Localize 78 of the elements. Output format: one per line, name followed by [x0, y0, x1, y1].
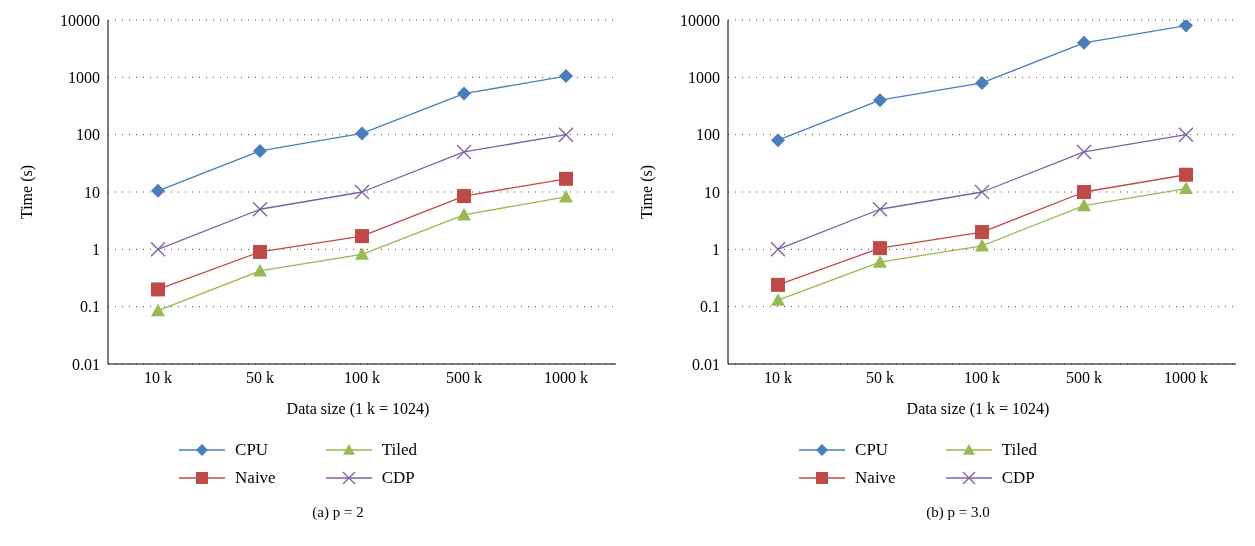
point [1178, 127, 1194, 143]
y-tick-label: 0.1 [700, 298, 720, 316]
legend-label: CDP [1001, 468, 1035, 488]
point [558, 127, 574, 143]
x-tick-label: 100 k [344, 369, 380, 387]
x-axis-title: Data size (1 k = 1024) [286, 400, 430, 418]
point [150, 241, 166, 257]
y-tick-label: 100 [76, 126, 100, 144]
point [355, 247, 369, 260]
point [873, 241, 887, 256]
point [253, 244, 267, 259]
x-tick-label: 10 k [764, 369, 792, 387]
point [456, 144, 472, 160]
legend-label: CPU [235, 440, 269, 460]
point [873, 255, 887, 268]
point [1076, 144, 1092, 160]
y-tick-label: 10 [704, 183, 720, 201]
point [873, 93, 887, 108]
point [975, 225, 989, 240]
point [770, 241, 786, 257]
point [974, 184, 990, 200]
y-axis-title: Time (s) [17, 164, 36, 220]
y-tick-label: 1 [92, 241, 100, 259]
x-axis-title: Data size (1 k = 1024) [906, 400, 1050, 418]
point [975, 238, 989, 252]
point [252, 201, 268, 217]
x-tick-label: 1000 k [1164, 369, 1208, 387]
y-tick-label: 1000 [688, 69, 720, 87]
point [457, 189, 471, 204]
y-tick-label: 1000 [68, 69, 100, 87]
x-tick-label: 500 k [446, 369, 482, 387]
point [253, 143, 267, 158]
y-tick-label: 10000 [680, 11, 720, 29]
point [457, 86, 471, 101]
point [355, 229, 369, 244]
point [771, 277, 785, 292]
point [151, 303, 165, 317]
x-tick-label: 1000 k [544, 369, 588, 387]
y-tick-label: 10000 [60, 11, 100, 29]
x-tick-label: 50 k [866, 369, 894, 387]
text: (b) p = 3.0 [926, 504, 990, 521]
point [559, 171, 573, 186]
point [1077, 185, 1091, 199]
legend-label: Naive [855, 468, 896, 488]
point [1077, 35, 1091, 50]
point [1179, 167, 1193, 182]
text: (a) p = 2 [312, 504, 364, 521]
y-tick-label: 0.01 [692, 355, 720, 373]
legend-label: Naive [235, 468, 276, 488]
point [151, 183, 165, 198]
legend-label: CDP [381, 468, 415, 488]
x-tick-label: 500 k [1066, 369, 1102, 387]
point [355, 126, 369, 141]
y-tick-label: 100 [696, 126, 720, 144]
legend-label: CPU [855, 440, 889, 460]
point [151, 282, 165, 297]
point [457, 207, 471, 221]
point [1179, 20, 1193, 33]
point [559, 189, 573, 203]
x-tick-label: 10 k [144, 369, 172, 387]
legend-label: Tiled [1001, 440, 1037, 460]
point [354, 184, 370, 200]
point [975, 75, 989, 90]
point [771, 133, 785, 148]
x-tick-label: 50 k [246, 369, 274, 387]
y-tick-label: 10 [84, 183, 100, 201]
point [771, 293, 785, 306]
point [253, 263, 267, 277]
y-tick-label: 0.01 [72, 355, 100, 373]
point [1077, 198, 1091, 212]
x-tick-label: 100 k [964, 369, 1000, 387]
point [872, 201, 888, 217]
legend-label: Tiled [381, 440, 417, 460]
point [1179, 181, 1193, 195]
y-axis-title: Time (s) [637, 164, 656, 220]
y-tick-label: 0.1 [80, 298, 100, 316]
point [559, 69, 573, 84]
y-tick-label: 1 [712, 241, 720, 259]
